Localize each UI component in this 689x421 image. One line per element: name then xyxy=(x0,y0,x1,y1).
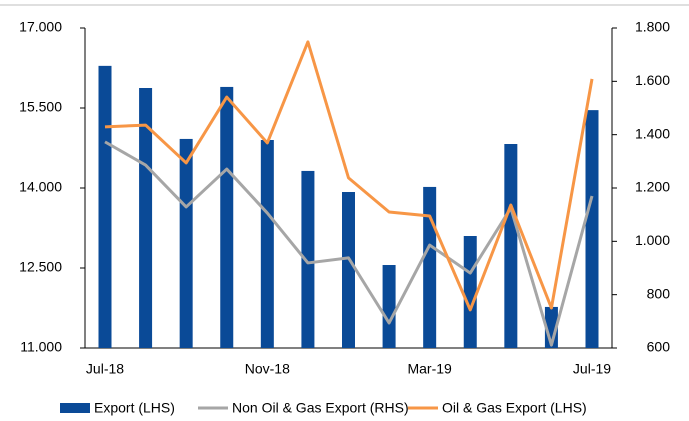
y2-tick-label: 800 xyxy=(647,285,671,301)
bar xyxy=(423,186,437,348)
bar xyxy=(382,265,396,348)
bar xyxy=(342,192,355,348)
bar xyxy=(260,140,274,348)
legend-swatch xyxy=(60,403,90,413)
bar xyxy=(220,86,234,348)
y-tick-label: 12.500 xyxy=(19,259,62,275)
y2-tick-label: 1.200 xyxy=(635,179,670,195)
bar xyxy=(301,170,315,348)
y2-tick-label: 600 xyxy=(647,339,671,355)
x-tick-label: Jul-19 xyxy=(573,361,611,377)
bar xyxy=(179,138,193,348)
y-tick-label: 11.000 xyxy=(20,339,62,355)
x-tick-label: Nov-18 xyxy=(245,361,290,377)
y2-tick-label: 1.000 xyxy=(635,232,670,248)
bar xyxy=(98,65,112,348)
bar xyxy=(585,110,599,348)
y-tick-label: 14.000 xyxy=(19,179,62,195)
x-tick-label: Mar-19 xyxy=(407,361,452,377)
x-tick-label: Jul-18 xyxy=(86,361,124,377)
line-series xyxy=(104,40,594,312)
y-tick-label: 17.000 xyxy=(19,19,62,35)
y-tick-label: 15.500 xyxy=(19,99,62,115)
legend-label: Non Oil & Gas Export (RHS) xyxy=(232,400,409,416)
bar xyxy=(139,88,153,348)
y2-tick-label: 1.600 xyxy=(635,72,670,88)
y2-tick-label: 1.800 xyxy=(635,19,670,35)
y2-tick-label: 1.400 xyxy=(635,125,670,141)
bar xyxy=(504,144,518,348)
legend-label: Oil & Gas Export (LHS) xyxy=(442,400,587,416)
legend-label: Export (LHS) xyxy=(94,400,175,416)
bar xyxy=(463,236,477,348)
